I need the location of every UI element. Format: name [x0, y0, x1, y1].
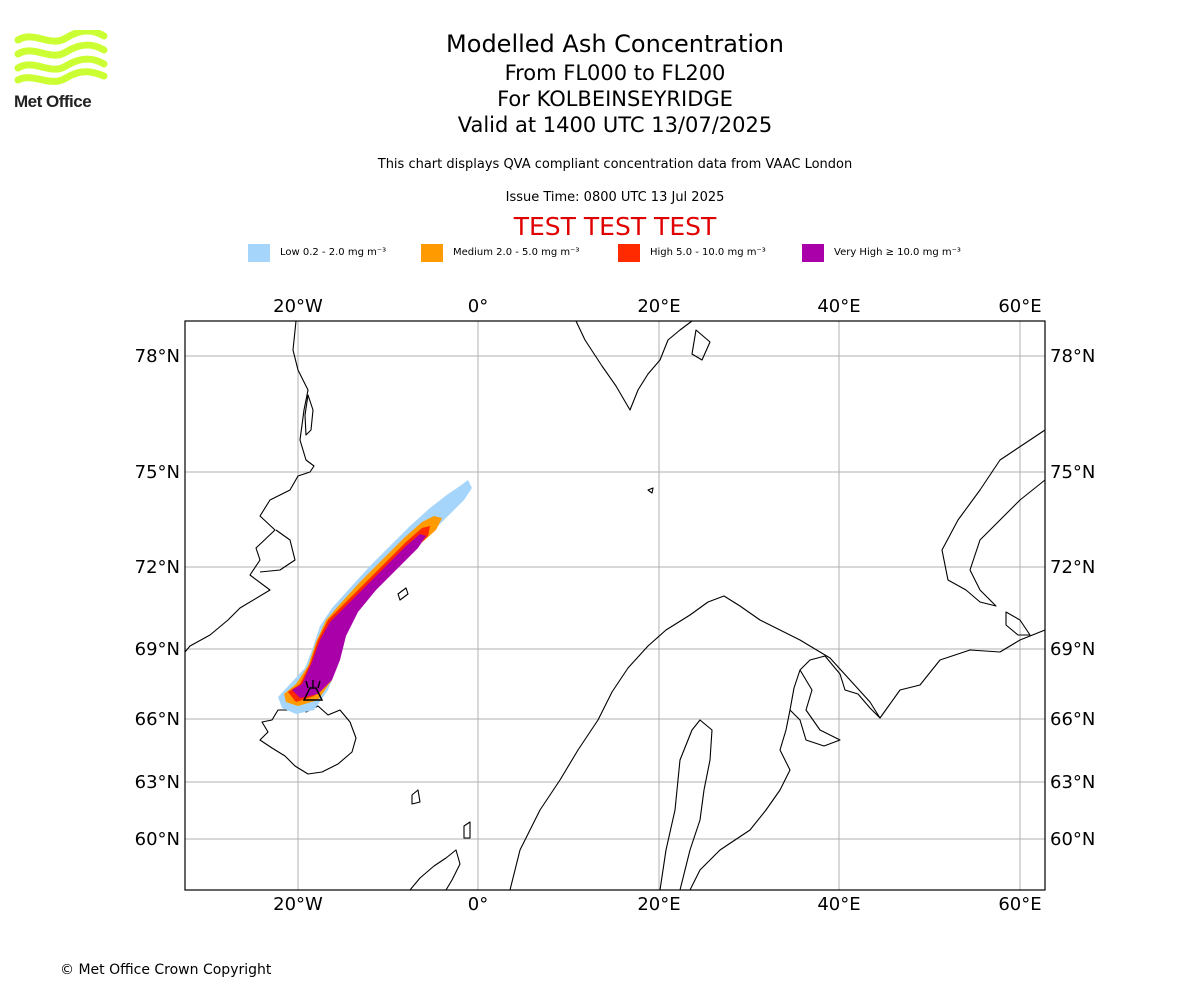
lat-label-right: 63°N	[1050, 772, 1095, 793]
coastline-greenland-islet	[304, 394, 314, 436]
coastline-jan-mayen	[397, 587, 409, 601]
issue-time: Issue Time: 0800 UTC 13 Jul 2025	[505, 190, 725, 205]
legend-label-high: High 5.0 - 10.0 mg m⁻³	[650, 247, 766, 258]
map-gridlines	[185, 321, 1045, 890]
lat-label-right: 69°N	[1050, 639, 1095, 660]
lat-label-right: 60°N	[1050, 829, 1095, 850]
lon-label-top: 40°E	[817, 296, 860, 317]
coastlines	[184, 320, 1046, 891]
lat-label-left: 72°N	[135, 557, 180, 578]
coastline-shetland	[463, 821, 471, 839]
lat-label-right: 72°N	[1050, 557, 1095, 578]
coastline-svalbard	[575, 320, 693, 411]
lon-label-top: 20°E	[637, 296, 680, 317]
lon-label-bottom: 20°E	[637, 894, 680, 915]
ash-map: 20°W 0° 20°E 40°E 60°E 20°W 0° 20°E 40°E…	[135, 296, 1096, 915]
valid-time: Valid at 1400 UTC 13/07/2025	[457, 113, 773, 137]
ash-plume	[278, 480, 472, 714]
lon-label-top: 60°E	[998, 296, 1041, 317]
volcano-icon	[302, 680, 324, 701]
chart-title-block: Modelled Ash Concentration From FL000 to…	[0, 28, 1200, 138]
legend-label-very-high: Very High ≥ 10.0 mg m⁻³	[834, 247, 961, 258]
legend-swatch-low	[248, 244, 270, 262]
lon-label-top: 20°W	[273, 296, 323, 317]
coastline-russia	[879, 629, 1046, 719]
legend-swatch-high	[618, 244, 640, 262]
coastline-orkney-scotland	[409, 849, 461, 891]
lat-label-right: 75°N	[1050, 462, 1095, 483]
copyright-notice: © Met Office Crown Copyright	[60, 962, 272, 978]
coastline-faroes	[411, 789, 421, 805]
met-office-logo-text: Met Office	[14, 92, 92, 111]
met-office-logo: Met Office	[14, 27, 110, 112]
lon-label-bottom: 0°	[468, 894, 488, 915]
coastline-kolguev	[1005, 611, 1031, 636]
lat-label-left: 60°N	[135, 829, 180, 850]
coastline-bear-island	[647, 487, 654, 494]
met-office-wave-icon	[14, 27, 108, 85]
legend-label-low: Low 0.2 - 2.0 mg m⁻³	[280, 247, 387, 258]
flight-level-range: From FL000 to FL200	[504, 61, 726, 85]
legend-swatch-medium	[421, 244, 443, 262]
lat-label-left: 75°N	[135, 462, 180, 483]
legend-label-medium: Medium 2.0 - 5.0 mg m⁻³	[453, 247, 580, 258]
volcano-name: For KOLBEINSEYRIDGE	[497, 87, 733, 111]
qva-note: This chart displays QVA compliant concen…	[377, 157, 853, 172]
coastline-greenland	[184, 320, 315, 653]
lat-label-left: 66°N	[135, 709, 180, 730]
lat-label-left: 69°N	[135, 639, 180, 660]
lon-label-bottom: 40°E	[817, 894, 860, 915]
coastline-novaya-zemlya	[941, 429, 1046, 607]
lat-label-left: 78°N	[135, 346, 180, 367]
lat-label-right: 66°N	[1050, 709, 1095, 730]
coastline-greenland-fjord	[259, 529, 296, 573]
coastline-svalbard-east	[691, 329, 711, 361]
lon-label-top: 0°	[468, 296, 488, 317]
map-frame	[184, 320, 1046, 891]
lon-label-bottom: 60°E	[998, 894, 1041, 915]
lat-label-right: 78°N	[1050, 346, 1095, 367]
chart-title: Modelled Ash Concentration	[446, 30, 784, 58]
lon-label-bottom: 20°W	[273, 894, 323, 915]
coastline-gulf-of-bothnia	[659, 719, 713, 891]
test-banner: TEST TEST TEST	[513, 212, 717, 241]
ash-plume-very-high	[292, 534, 426, 698]
legend-swatch-very-high	[802, 244, 824, 262]
coastline-iceland	[259, 703, 357, 775]
lat-label-left: 63°N	[135, 772, 180, 793]
coastline-white-sea	[789, 669, 841, 747]
coastline-scandinavia	[509, 595, 881, 891]
